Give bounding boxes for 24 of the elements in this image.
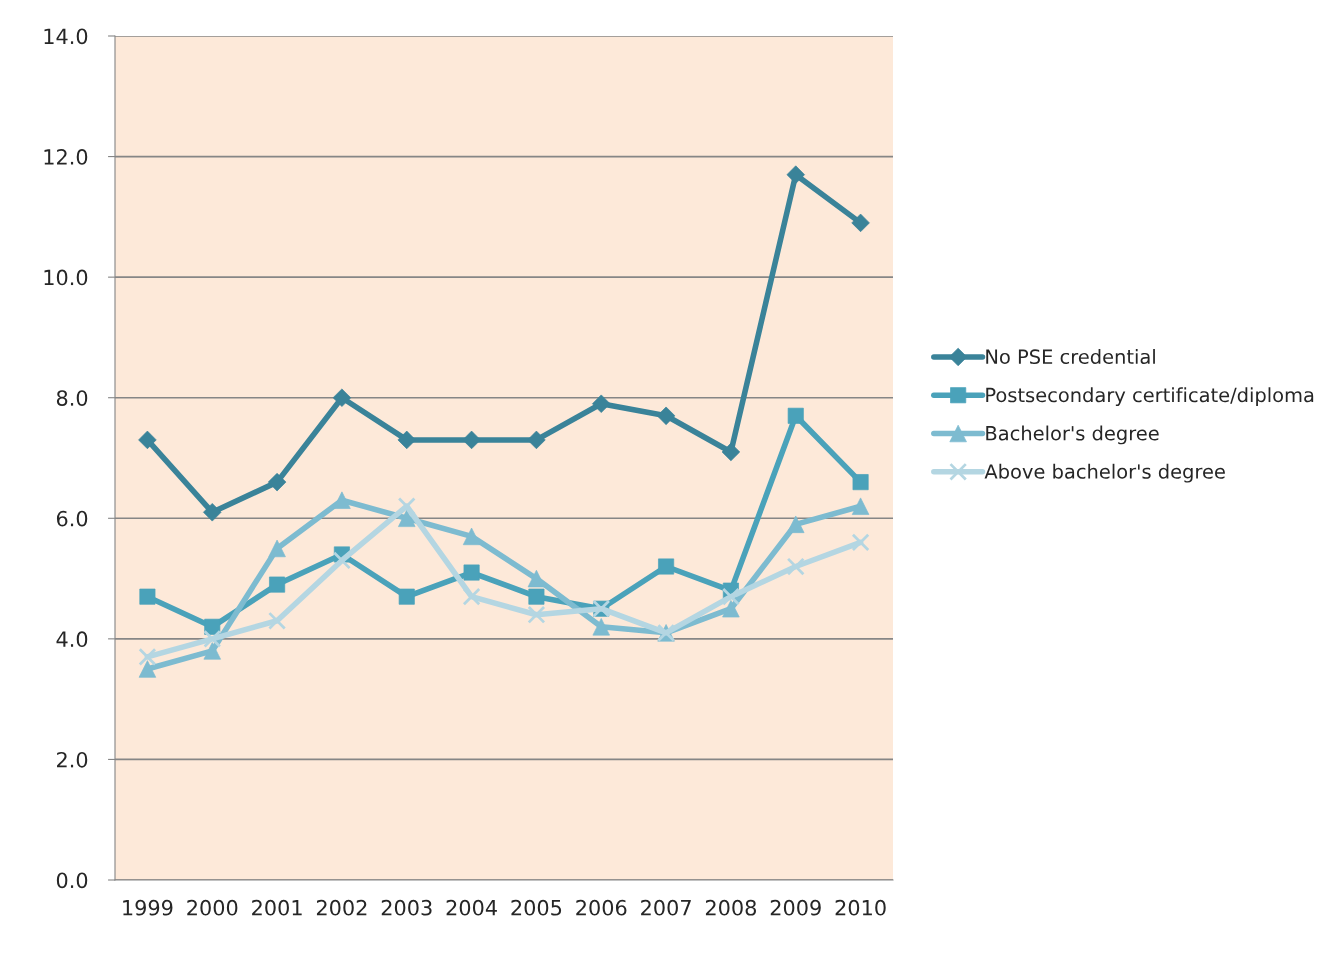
x-tick-label: 2002 [316,899,367,916]
x-tick-label: 2010 [835,899,886,916]
y-tick-label: 6.0 [56,510,88,527]
y-tick-label: 0.0 [56,872,88,889]
x-tick-label: 2009 [770,899,821,916]
x-tick-label: 2004 [446,899,497,916]
x-tick-label: 2000 [187,899,238,916]
y-tick-label: 12.0 [44,149,88,165]
y-tick-label: 10.0 [44,269,88,286]
x-tick-label: 2005 [511,899,562,916]
x-tick-label: 2006 [576,899,627,916]
legend-label: Above bachelor's degree [984,463,1225,483]
x-tick-label: 2003 [381,899,432,916]
y-tick-label: 14.0 [44,28,88,45]
y-tick-label: 4.0 [56,631,88,648]
y-tick-label: 8.0 [56,390,88,406]
x-tick-label: 2007 [641,899,691,916]
legend-label: No PSE credential [986,349,1155,365]
legend-label: Postsecondary certificate/diploma [986,387,1314,407]
x-tick-label: 2001 [252,899,302,916]
x-tick-label: 2008 [705,899,756,916]
y-tick-label: 2.0 [57,751,88,768]
x-tick-label: 1999 [123,899,173,916]
legend-label: Bachelor's degree [986,425,1159,445]
